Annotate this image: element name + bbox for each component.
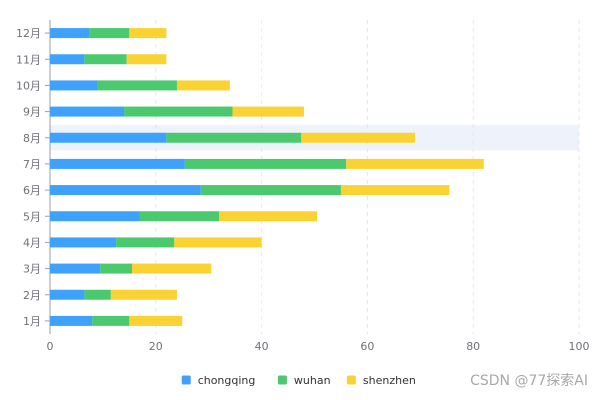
bar-chongqing — [50, 289, 85, 300]
bar-wuhan — [92, 315, 130, 326]
bar-shenzhen — [340, 185, 450, 196]
bar-shenzhen — [232, 106, 304, 117]
bar-shenzhen — [110, 289, 177, 300]
bar-chongqing — [50, 211, 140, 222]
watermark: CSDN @77探索AI — [470, 373, 588, 389]
legend-label-chongqing: chongqing — [198, 374, 256, 387]
bar-wuhan — [200, 185, 341, 196]
bar-wuhan — [89, 28, 130, 39]
bar-wuhan — [84, 54, 127, 65]
y-tick-label: 7月 — [23, 158, 41, 171]
y-tick-label: 11月 — [16, 53, 41, 66]
bar-wuhan — [84, 289, 111, 300]
bar-chongqing — [50, 54, 85, 65]
bar-shenzhen — [129, 315, 183, 326]
bar-wuhan — [139, 211, 220, 222]
y-tick-label: 2月 — [23, 289, 41, 302]
bar-shenzhen — [129, 28, 167, 39]
x-tick-label: 60 — [360, 340, 374, 353]
bar-shenzhen — [131, 263, 212, 274]
bar-chongqing — [50, 132, 167, 143]
bar-chongqing — [50, 80, 98, 91]
bar-wuhan — [116, 237, 175, 248]
bar-chongqing — [50, 263, 101, 274]
bar-wuhan — [97, 80, 177, 91]
y-tick-label: 9月 — [23, 106, 41, 119]
x-tick-label: 20 — [149, 340, 163, 353]
bar-shenzhen — [176, 80, 230, 91]
bar-shenzhen — [301, 132, 416, 143]
x-tick-label: 80 — [466, 340, 480, 353]
legend-swatch-shenzhen — [346, 375, 356, 385]
y-tick-label: 12月 — [16, 27, 41, 40]
bar-wuhan — [124, 106, 233, 117]
bar-chongqing — [50, 315, 93, 326]
y-tick-label: 5月 — [23, 210, 41, 223]
x-tick-label: 0 — [47, 340, 54, 353]
y-tick-label: 6月 — [23, 184, 41, 197]
bar-shenzhen — [174, 237, 262, 248]
bar-chongqing — [50, 185, 201, 196]
y-tick-label: 1月 — [23, 315, 41, 328]
bar-chongqing — [50, 237, 117, 248]
bar-chongqing — [50, 158, 185, 169]
x-tick-label: 40 — [255, 340, 269, 353]
bar-shenzhen — [219, 211, 318, 222]
bar-wuhan — [166, 132, 302, 143]
bar-wuhan — [100, 263, 132, 274]
bar-shenzhen — [346, 158, 484, 169]
legend-swatch-wuhan — [277, 375, 287, 385]
bar-wuhan — [184, 158, 347, 169]
legend-label-wuhan: wuhan — [294, 374, 331, 387]
x-tick-label: 100 — [569, 340, 590, 353]
y-tick-label: 8月 — [23, 132, 41, 145]
legend-label-shenzhen: shenzhen — [363, 374, 416, 387]
y-tick-label: 3月 — [23, 263, 41, 276]
y-tick-label: 4月 — [23, 236, 41, 249]
bar-shenzhen — [126, 54, 167, 65]
bar-chongqing — [50, 28, 90, 39]
legend-swatch-chongqing — [181, 375, 191, 385]
y-tick-label: 10月 — [16, 79, 41, 92]
bar-chongqing — [50, 106, 125, 117]
